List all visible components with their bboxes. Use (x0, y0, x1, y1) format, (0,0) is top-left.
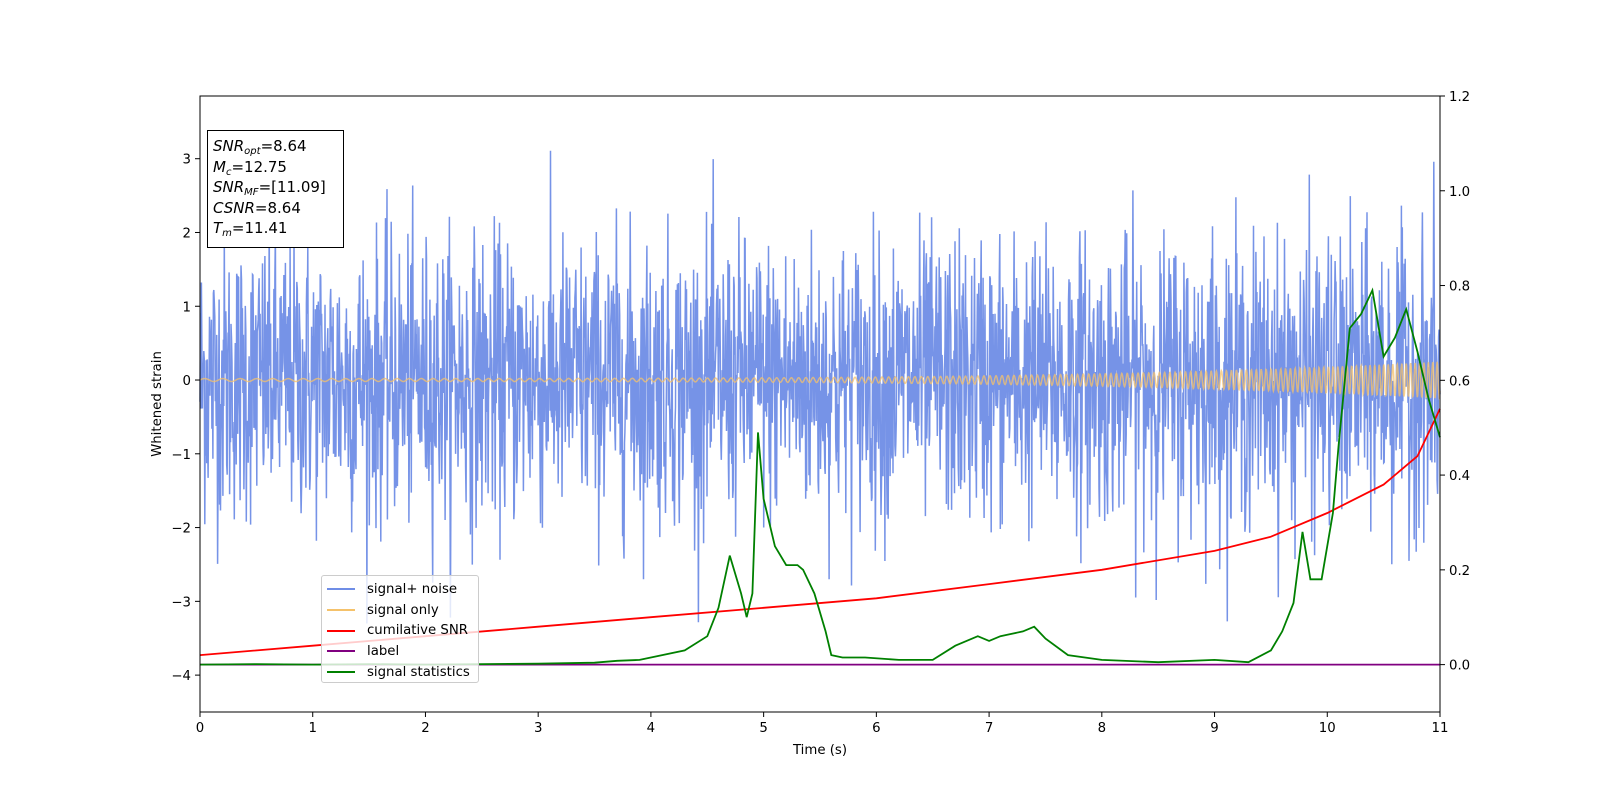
y2-tick-label: 1.2 (1449, 90, 1470, 105)
y-tick-label: 1 (183, 300, 191, 315)
info-snr-opt-symbol: SNR (213, 137, 245, 155)
y2-tick-label: 1.0 (1449, 185, 1470, 200)
y-tick-label: 2 (183, 226, 191, 241)
y2-tick-label: 0.0 (1449, 659, 1470, 674)
y2-tick-label: 0.4 (1449, 469, 1470, 484)
legend-item-signal-statistics: signal statistics (327, 662, 478, 683)
y-tick-label: 0 (183, 374, 191, 389)
info-mc-symbol: M (213, 157, 226, 176)
x-tick-label: 4 (647, 721, 655, 736)
y2-tick-label: 0.6 (1449, 374, 1470, 389)
y-tick-label: −4 (171, 669, 191, 684)
info-mc-sub: c (225, 166, 232, 178)
info-snr-opt-value: =8.64 (260, 137, 307, 155)
y-axis-right: 0.0 0.2 0.4 0.6 0.8 1.0 1.2 (1440, 90, 1470, 674)
y-tick-label: −2 (171, 522, 191, 537)
info-snr-mf-value: =[11.09] (258, 178, 326, 196)
legend-swatch-label (327, 650, 355, 653)
x-tick-label: 5 (759, 721, 767, 736)
legend: signal+ noise signal only cumilative SNR… (321, 575, 479, 683)
info-mc: Mc=12.75 (213, 157, 338, 178)
x-tick-label: 3 (534, 721, 542, 736)
x-tick-label: 0 (196, 721, 204, 736)
legend-label-label: label (367, 643, 400, 659)
series-signal-only-line (199, 361, 1441, 401)
x-tick-label: 8 (1098, 721, 1106, 736)
legend-label-cumulative-snr: cumilative SNR (367, 623, 469, 639)
info-tm-symbol: T (213, 219, 223, 237)
x-tick-label: 6 (872, 721, 880, 736)
y2-tick-label: 0.2 (1449, 564, 1470, 579)
y-tick-label: −1 (171, 448, 191, 463)
x-axis-label: Time (s) (792, 743, 847, 758)
x-tick-label: 9 (1210, 721, 1218, 736)
y-tick-label: −3 (171, 595, 191, 610)
x-tick-label: 10 (1319, 721, 1336, 736)
series-signal-statistics-line (199, 287, 1441, 666)
legend-label-signal-only: signal only (367, 602, 439, 618)
legend-item-label: label (327, 641, 478, 662)
info-tm-value: =11.41 (231, 219, 288, 237)
info-mc-value: =12.75 (231, 157, 287, 176)
info-tm: Tm=11.41 (213, 218, 338, 239)
info-csnr: CSNR=8.64 (213, 198, 338, 219)
legend-label-signal-noise: signal+ noise (367, 581, 458, 597)
series-signal-noise-line (199, 150, 1441, 624)
y-axis-left: −4 −3 −2 −1 0 1 2 3 (171, 153, 200, 684)
legend-label-signal-statistics: signal statistics (367, 664, 470, 680)
legend-item-cumulative-snr: cumilative SNR (327, 620, 478, 641)
legend-swatch-cumulative-snr (327, 629, 355, 632)
x-axis: 0 1 2 3 4 5 6 7 8 9 10 11 (196, 712, 1449, 736)
legend-swatch-signal-statistics (327, 671, 355, 674)
x-tick-label: 2 (421, 721, 429, 736)
legend-swatch-signal-only (327, 609, 355, 612)
info-csnr-symbol: CSNR (213, 198, 255, 217)
y2-tick-label: 0.8 (1449, 280, 1470, 295)
x-tick-label: 7 (985, 721, 993, 736)
legend-item-signal-noise: signal+ noise (327, 579, 478, 600)
info-snr-opt: SNRopt=8.64 (213, 136, 338, 157)
y-tick-label: 3 (183, 153, 191, 168)
axes-frame (199, 95, 1441, 713)
info-snr-opt-sub: opt (244, 146, 261, 157)
info-snr-mf: SNRMF=[11.09] (213, 177, 338, 198)
info-tm-sub: m (222, 228, 232, 239)
y-axis-label: Whitened strain (150, 351, 165, 457)
legend-item-signal-only: signal only (327, 600, 478, 621)
info-snr-mf-sub: MF (244, 187, 259, 198)
legend-swatch-signal-noise (327, 588, 355, 591)
info-snr-mf-symbol: SNR (213, 178, 245, 196)
x-tick-label: 11 (1432, 721, 1449, 736)
info-csnr-value: =8.64 (254, 198, 301, 217)
info-box: SNRopt=8.64 Mc=12.75 SNRMF=[11.09] CSNR=… (207, 130, 344, 248)
x-tick-label: 1 (308, 721, 316, 736)
